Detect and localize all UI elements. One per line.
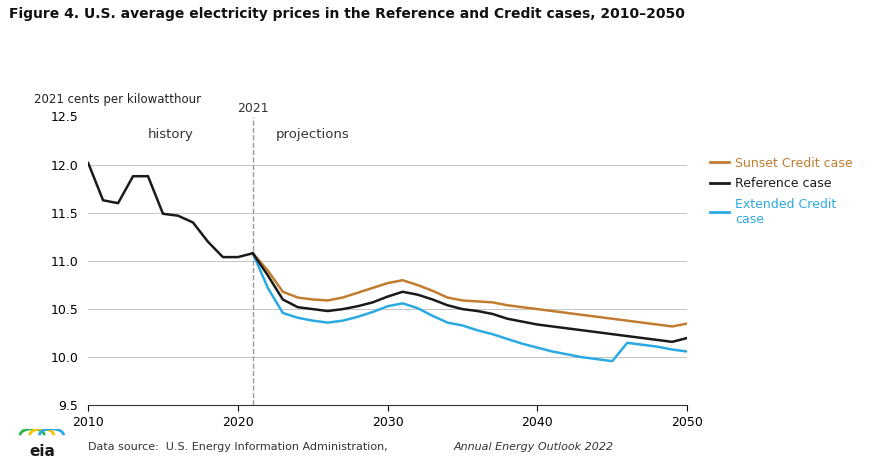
Legend: Sunset Credit case, Reference case, Extended Credit
case: Sunset Credit case, Reference case, Exte… [706,151,858,231]
Text: eia: eia [29,444,55,459]
Text: history: history [147,128,194,141]
Text: 2021: 2021 [237,102,269,115]
Text: 2021 cents per kilowatthour: 2021 cents per kilowatthour [34,93,201,106]
Text: Figure 4. U.S. average electricity prices in the Reference and Credit cases, 201: Figure 4. U.S. average electricity price… [9,7,685,21]
Text: Data source:  U.S. Energy Information Administration,: Data source: U.S. Energy Information Adm… [88,442,391,452]
Text: Annual Energy Outlook 2022: Annual Energy Outlook 2022 [454,442,614,452]
Text: projections: projections [276,128,349,141]
